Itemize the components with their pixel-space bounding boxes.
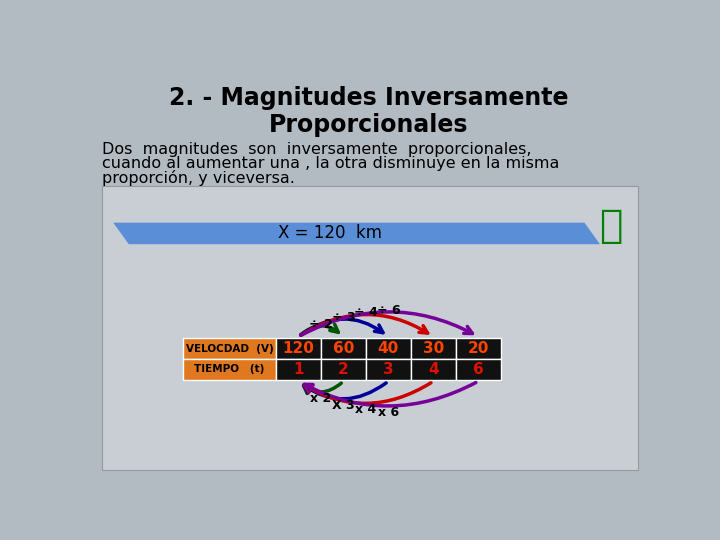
- FancyBboxPatch shape: [321, 338, 366, 359]
- FancyArrowPatch shape: [301, 319, 383, 335]
- Text: X 3: X 3: [332, 399, 355, 411]
- Text: 20: 20: [467, 341, 489, 356]
- Text: 6: 6: [473, 362, 484, 377]
- Text: 4: 4: [428, 362, 438, 377]
- Text: Proporcionales: Proporcionales: [269, 112, 469, 137]
- FancyArrowPatch shape: [304, 383, 341, 394]
- FancyBboxPatch shape: [276, 359, 321, 380]
- FancyBboxPatch shape: [183, 359, 276, 380]
- FancyArrowPatch shape: [301, 312, 472, 335]
- FancyBboxPatch shape: [456, 359, 500, 380]
- FancyBboxPatch shape: [411, 338, 456, 359]
- Text: x 6: x 6: [378, 406, 399, 419]
- FancyBboxPatch shape: [102, 186, 638, 470]
- Text: x 2: x 2: [310, 392, 332, 405]
- FancyBboxPatch shape: [183, 338, 276, 359]
- FancyBboxPatch shape: [276, 338, 321, 359]
- Text: ÷ 3: ÷ 3: [332, 311, 355, 324]
- FancyArrowPatch shape: [304, 383, 386, 399]
- FancyArrowPatch shape: [301, 314, 428, 335]
- Text: TIEMPO   (t): TIEMPO (t): [194, 364, 265, 374]
- Text: 2. - Magnitudes Inversamente: 2. - Magnitudes Inversamente: [169, 86, 569, 110]
- Text: 120: 120: [282, 341, 315, 356]
- Polygon shape: [113, 222, 600, 244]
- Text: x 4: x 4: [355, 403, 377, 416]
- Text: 1: 1: [293, 362, 304, 377]
- Text: Dos  magnitudes  son  inversamente  proporcionales,: Dos magnitudes son inversamente proporci…: [102, 142, 531, 157]
- Text: ÷ 2: ÷ 2: [309, 318, 333, 331]
- FancyArrowPatch shape: [300, 325, 338, 335]
- Text: 60: 60: [333, 341, 354, 356]
- Text: 🚗: 🚗: [599, 207, 623, 246]
- FancyBboxPatch shape: [366, 359, 411, 380]
- FancyArrowPatch shape: [304, 383, 431, 403]
- Text: ÷ 4: ÷ 4: [354, 306, 378, 319]
- FancyBboxPatch shape: [366, 338, 411, 359]
- Text: 40: 40: [378, 341, 399, 356]
- FancyBboxPatch shape: [411, 359, 456, 380]
- Text: 3: 3: [383, 362, 394, 377]
- Text: ÷ 6: ÷ 6: [377, 303, 400, 316]
- Text: X = 120  km: X = 120 km: [278, 225, 382, 242]
- Text: proporción, y viceversa.: proporción, y viceversa.: [102, 170, 294, 186]
- FancyArrowPatch shape: [305, 382, 476, 406]
- Text: VELOCDAD  (V): VELOCDAD (V): [186, 343, 274, 354]
- FancyBboxPatch shape: [321, 359, 366, 380]
- Text: cuando al aumentar una , la otra disminuye en la misma: cuando al aumentar una , la otra disminu…: [102, 156, 559, 171]
- FancyBboxPatch shape: [456, 338, 500, 359]
- Text: 2: 2: [338, 362, 348, 377]
- Text: 30: 30: [423, 341, 444, 356]
